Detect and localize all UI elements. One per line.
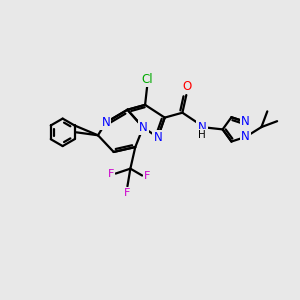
Text: F: F: [108, 169, 114, 178]
Text: O: O: [183, 80, 192, 93]
Text: N: N: [154, 131, 162, 144]
Text: N: N: [198, 121, 206, 134]
Text: F: F: [124, 188, 130, 198]
Text: H: H: [198, 130, 206, 140]
Text: N: N: [139, 121, 148, 134]
Text: Cl: Cl: [141, 73, 153, 86]
Text: N: N: [241, 130, 250, 143]
Text: F: F: [144, 170, 150, 181]
Text: N: N: [241, 116, 250, 128]
Text: N: N: [101, 116, 110, 129]
